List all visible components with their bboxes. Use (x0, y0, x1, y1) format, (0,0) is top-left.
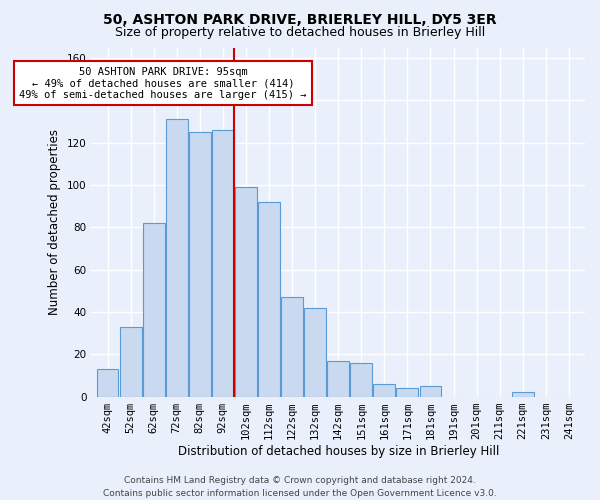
Bar (281, 297, 303, 396)
Bar (143, 223, 164, 396)
Bar (327, 360, 349, 396)
Bar (373, 384, 395, 396)
Text: Size of property relative to detached houses in Brierley Hill: Size of property relative to detached ho… (115, 26, 485, 39)
Bar (119, 327, 142, 396)
Bar (304, 308, 326, 396)
Text: Contains HM Land Registry data © Crown copyright and database right 2024.
Contai: Contains HM Land Registry data © Crown c… (103, 476, 497, 498)
Bar (512, 392, 533, 396)
Bar (166, 120, 188, 396)
Bar (235, 187, 257, 396)
X-axis label: Distribution of detached houses by size in Brierley Hill: Distribution of detached houses by size … (178, 444, 499, 458)
Text: 50, ASHTON PARK DRIVE, BRIERLEY HILL, DY5 3ER: 50, ASHTON PARK DRIVE, BRIERLEY HILL, DY… (103, 12, 497, 26)
Bar (97, 369, 118, 396)
Bar (212, 130, 234, 396)
Bar (419, 386, 442, 396)
Bar (189, 132, 211, 396)
Bar (397, 388, 418, 396)
Y-axis label: Number of detached properties: Number of detached properties (48, 129, 61, 315)
Bar (258, 202, 280, 396)
Text: 50 ASHTON PARK DRIVE: 95sqm
← 49% of detached houses are smaller (414)
49% of se: 50 ASHTON PARK DRIVE: 95sqm ← 49% of det… (19, 66, 307, 100)
Bar (350, 362, 372, 396)
